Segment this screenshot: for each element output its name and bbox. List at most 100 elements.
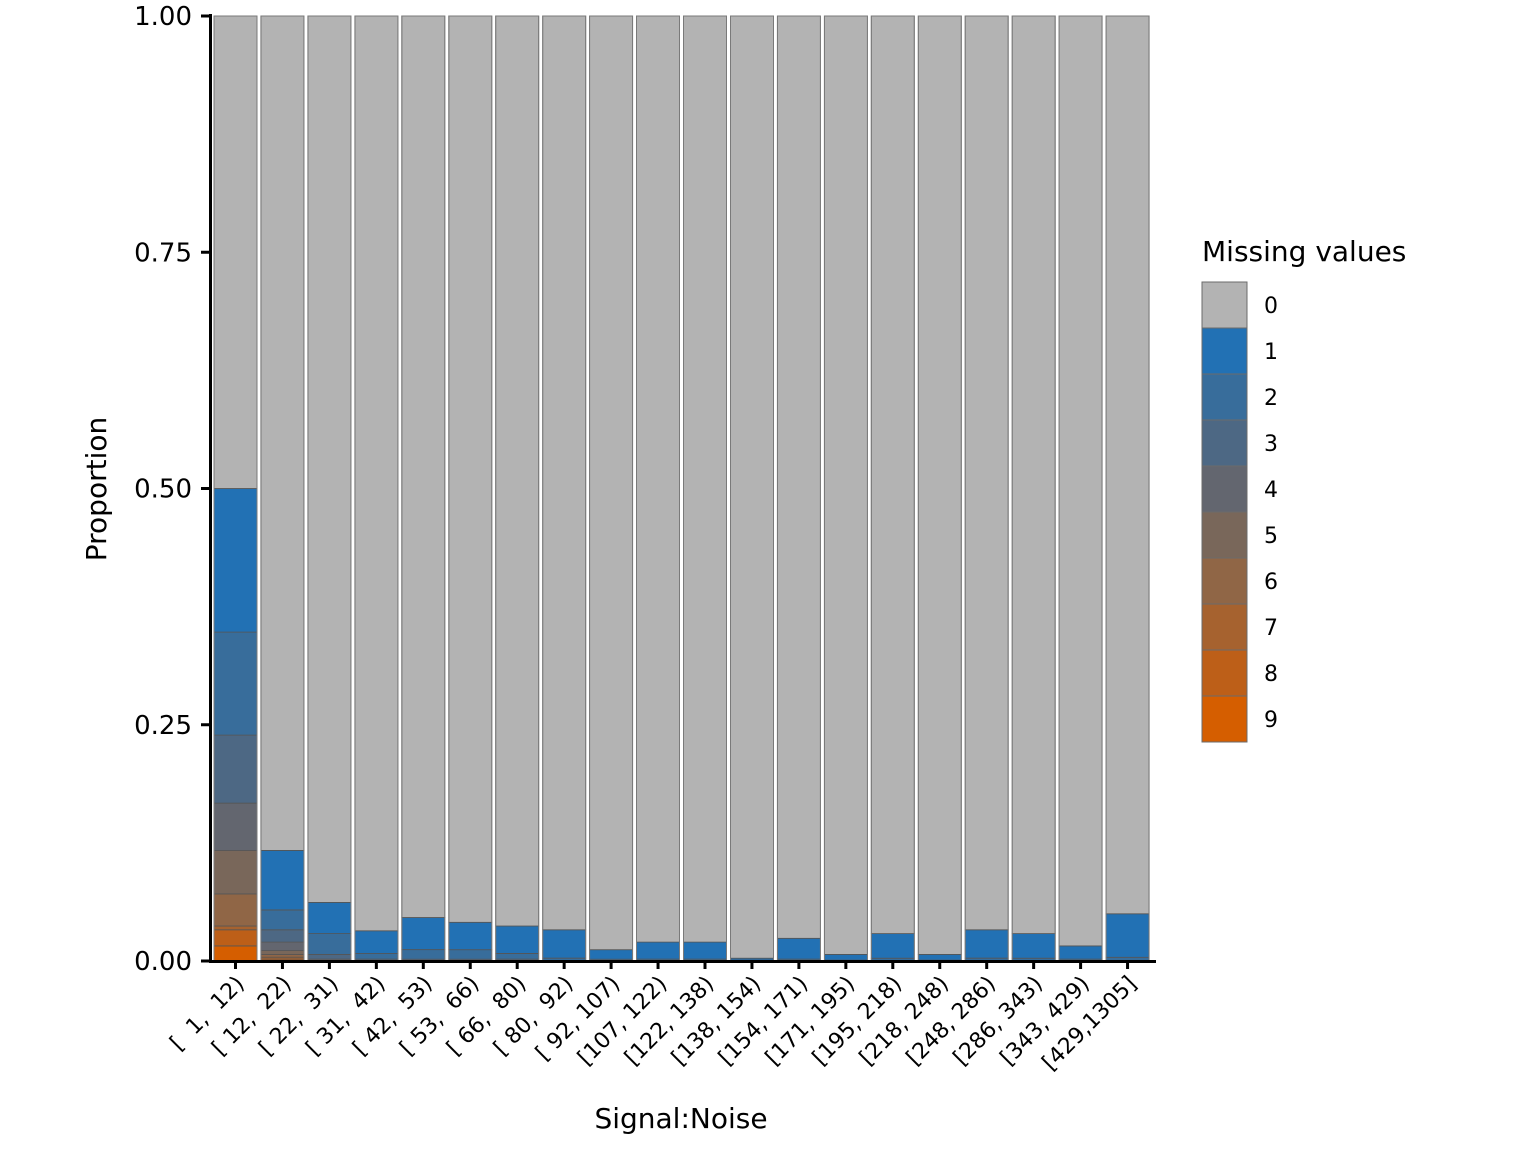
bar-segment-3 — [260, 929, 305, 943]
bar-segment-1 — [307, 902, 352, 935]
bar-segment-6 — [260, 954, 305, 958]
bar-segment-0 — [307, 15, 352, 903]
bar-segment-7 — [213, 925, 258, 931]
legend-key-3 — [1201, 419, 1248, 467]
y-tick-label: 0.25 — [134, 711, 192, 741]
bar-group — [260, 15, 305, 962]
legend-key-5 — [1201, 511, 1248, 559]
bar-segment-2 — [354, 953, 399, 960]
legend-key-1 — [1201, 327, 1248, 375]
bar-group — [448, 15, 493, 962]
bar-group — [964, 15, 1009, 962]
bar-segment-1 — [495, 925, 540, 954]
bar-segment-0 — [542, 15, 587, 931]
legend-key-0 — [1201, 281, 1248, 329]
y-ticks: 0.00 0.25 0.50 0.75 1.00 — [134, 2, 210, 977]
bar-segment-2 — [495, 953, 540, 960]
legend-label: 4 — [1264, 478, 1278, 503]
bar-segment-4 — [260, 941, 305, 951]
bar-group — [354, 15, 399, 962]
bar-segment-2 — [260, 909, 305, 931]
bar-segment-6 — [213, 893, 258, 927]
bar-segment-9 — [213, 945, 258, 962]
legend-key-4 — [1201, 465, 1248, 513]
bar-segment-0 — [870, 15, 915, 934]
legend-label: 2 — [1264, 386, 1278, 411]
bar-segment-8 — [213, 929, 258, 947]
bar-segment-3 — [307, 954, 352, 960]
bar-segment-0 — [495, 15, 540, 927]
legend-entries: 0 1 2 3 4 5 6 7 8 9 — [1201, 281, 1278, 743]
bar-segment-2 — [401, 949, 446, 960]
bar-group — [307, 15, 352, 962]
bar-segment-1 — [260, 850, 305, 911]
y-axis-title: Proportion — [80, 417, 113, 561]
legend-key-9 — [1201, 695, 1248, 743]
bar-segment-3 — [213, 734, 258, 804]
bar-segment-1 — [1105, 913, 1150, 958]
bar-segment-0 — [213, 15, 258, 489]
bar-segment-0 — [448, 15, 493, 923]
bar-group — [823, 15, 868, 962]
legend-label: 8 — [1264, 662, 1278, 687]
bar-segment-1 — [1011, 933, 1056, 959]
bar-group — [870, 15, 915, 962]
bar-segment-0 — [1011, 15, 1056, 934]
bar-segment-1 — [777, 937, 821, 960]
bar-segment-1 — [589, 949, 633, 960]
bar-segment-1 — [448, 921, 493, 951]
bar-group — [495, 15, 540, 962]
x-ticks: [ 1, 12)[ 12, 22)[ 22, 31)[ 31, 42)[ 42,… — [166, 961, 1142, 1076]
y-tick-label: 0.00 — [134, 947, 192, 977]
bar-segment-5 — [213, 850, 258, 895]
legend-label: 9 — [1264, 708, 1278, 733]
bar-segment-1 — [964, 929, 1009, 959]
bars-layer — [213, 15, 1150, 962]
bar-segment-1 — [213, 488, 258, 633]
bar-group — [542, 15, 587, 962]
bar-segment-2 — [448, 949, 493, 960]
bar-segment-1 — [1058, 945, 1103, 960]
bar-segment-0 — [636, 15, 680, 943]
legend-key-7 — [1201, 603, 1248, 651]
bar-group — [730, 15, 774, 962]
bar-segment-0 — [964, 15, 1009, 931]
legend-key-6 — [1201, 557, 1248, 605]
bar-group — [776, 15, 821, 962]
bar-group — [1011, 15, 1056, 962]
legend-label: 0 — [1264, 294, 1278, 319]
legend-label: 5 — [1264, 524, 1278, 549]
bar-segment-2 — [307, 933, 352, 955]
bar-group — [213, 15, 258, 962]
bar-group — [1058, 15, 1103, 962]
legend-label: 6 — [1264, 570, 1278, 595]
bar-segment-0 — [683, 15, 727, 943]
legend: Missing values 0 1 2 3 4 5 6 7 8 9 — [1201, 235, 1406, 743]
y-tick-label: 0.75 — [134, 238, 192, 268]
bar-segment-0 — [730, 15, 774, 959]
bar-segment-1 — [917, 954, 962, 961]
legend-label: 3 — [1264, 432, 1278, 457]
bar-segment-1 — [683, 941, 727, 960]
bar-group — [589, 15, 634, 962]
bar-segment-0 — [401, 15, 446, 918]
bar-group — [683, 15, 727, 962]
bar-segment-2 — [213, 631, 258, 736]
bar-group — [1105, 15, 1150, 962]
legend-key-8 — [1201, 649, 1248, 697]
bar-segment-0 — [1058, 15, 1103, 947]
bar-segment-0 — [260, 15, 305, 851]
legend-label: 7 — [1264, 616, 1278, 641]
bar-segment-0 — [824, 15, 868, 955]
legend-label: 1 — [1264, 340, 1278, 365]
bar-group — [917, 15, 962, 962]
bar-group — [401, 15, 446, 962]
legend-key-2 — [1201, 373, 1248, 421]
bar-segment-1 — [636, 941, 680, 960]
bar-segment-0 — [1105, 15, 1150, 915]
bar-segment-1 — [824, 954, 868, 961]
bar-segment-0 — [917, 15, 962, 955]
bar-group — [636, 15, 680, 962]
bar-segment-1 — [401, 917, 446, 950]
bar-segment-4 — [213, 802, 258, 851]
